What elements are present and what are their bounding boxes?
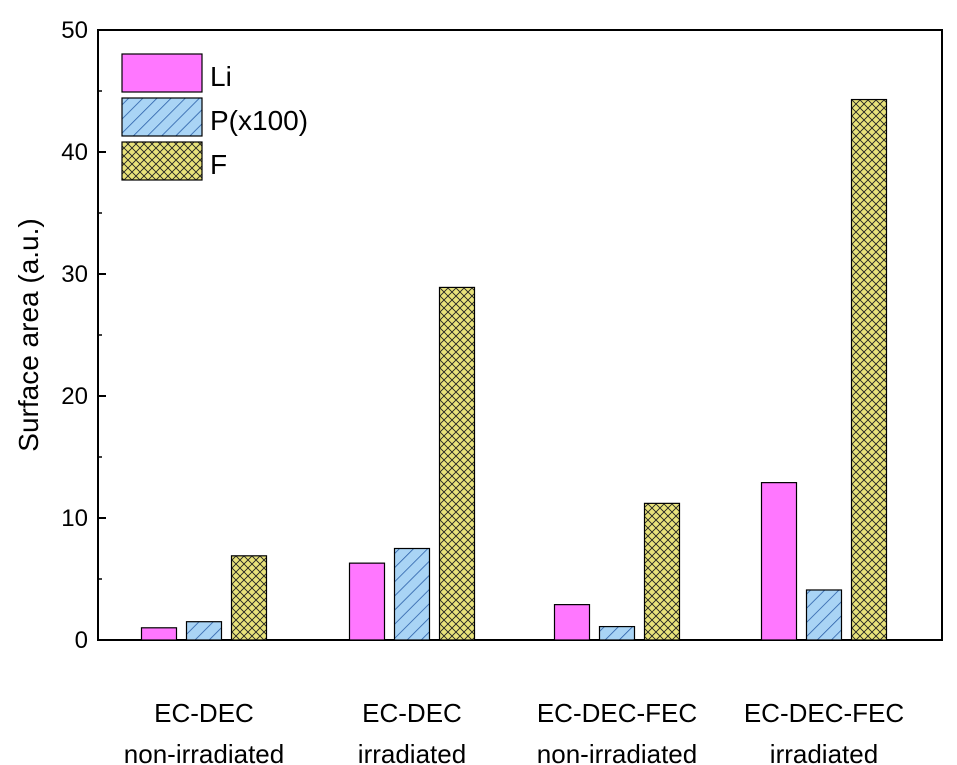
y-tick-label: 10 — [61, 505, 88, 532]
bar-p-x100--2 — [393, 547, 431, 641]
bar-li-4 — [760, 482, 798, 641]
y-axis-title: Surface area (a.u.) — [13, 218, 44, 451]
bar-p-x100--1 — [185, 621, 223, 641]
category-label: non-irradiated — [537, 739, 697, 765]
bar-f-3 — [643, 502, 681, 641]
category-label: EC-DEC — [362, 698, 462, 728]
category-label: non-irradiated — [124, 739, 284, 765]
legend-label: Li — [210, 61, 232, 92]
category-label: irradiated — [770, 739, 878, 765]
legend-label: F — [210, 149, 227, 180]
bar-f-2 — [438, 286, 476, 641]
y-tick-label: 0 — [75, 627, 88, 654]
category-label: EC-DEC-FEC — [744, 698, 904, 728]
y-tick-label: 30 — [61, 261, 88, 288]
bar-f-1 — [230, 555, 268, 641]
category-label: EC-DEC — [154, 698, 254, 728]
category-label: irradiated — [358, 739, 466, 765]
y-tick-label: 20 — [61, 383, 88, 410]
bar-f-4 — [850, 98, 888, 641]
bar-p-x100--3 — [598, 625, 636, 641]
bar-li-2 — [348, 562, 386, 641]
legend-label: P(x100) — [210, 105, 308, 136]
y-tick-label: 40 — [61, 139, 88, 166]
bar-p-x100--4 — [805, 589, 843, 641]
y-tick-label: 50 — [61, 17, 88, 44]
legend-swatch — [121, 53, 203, 93]
bar-li-1 — [140, 627, 178, 641]
bar-li-3 — [553, 604, 591, 641]
category-label: EC-DEC-FEC — [537, 698, 697, 728]
legend-swatch — [121, 97, 203, 137]
legend-swatch — [121, 141, 203, 181]
